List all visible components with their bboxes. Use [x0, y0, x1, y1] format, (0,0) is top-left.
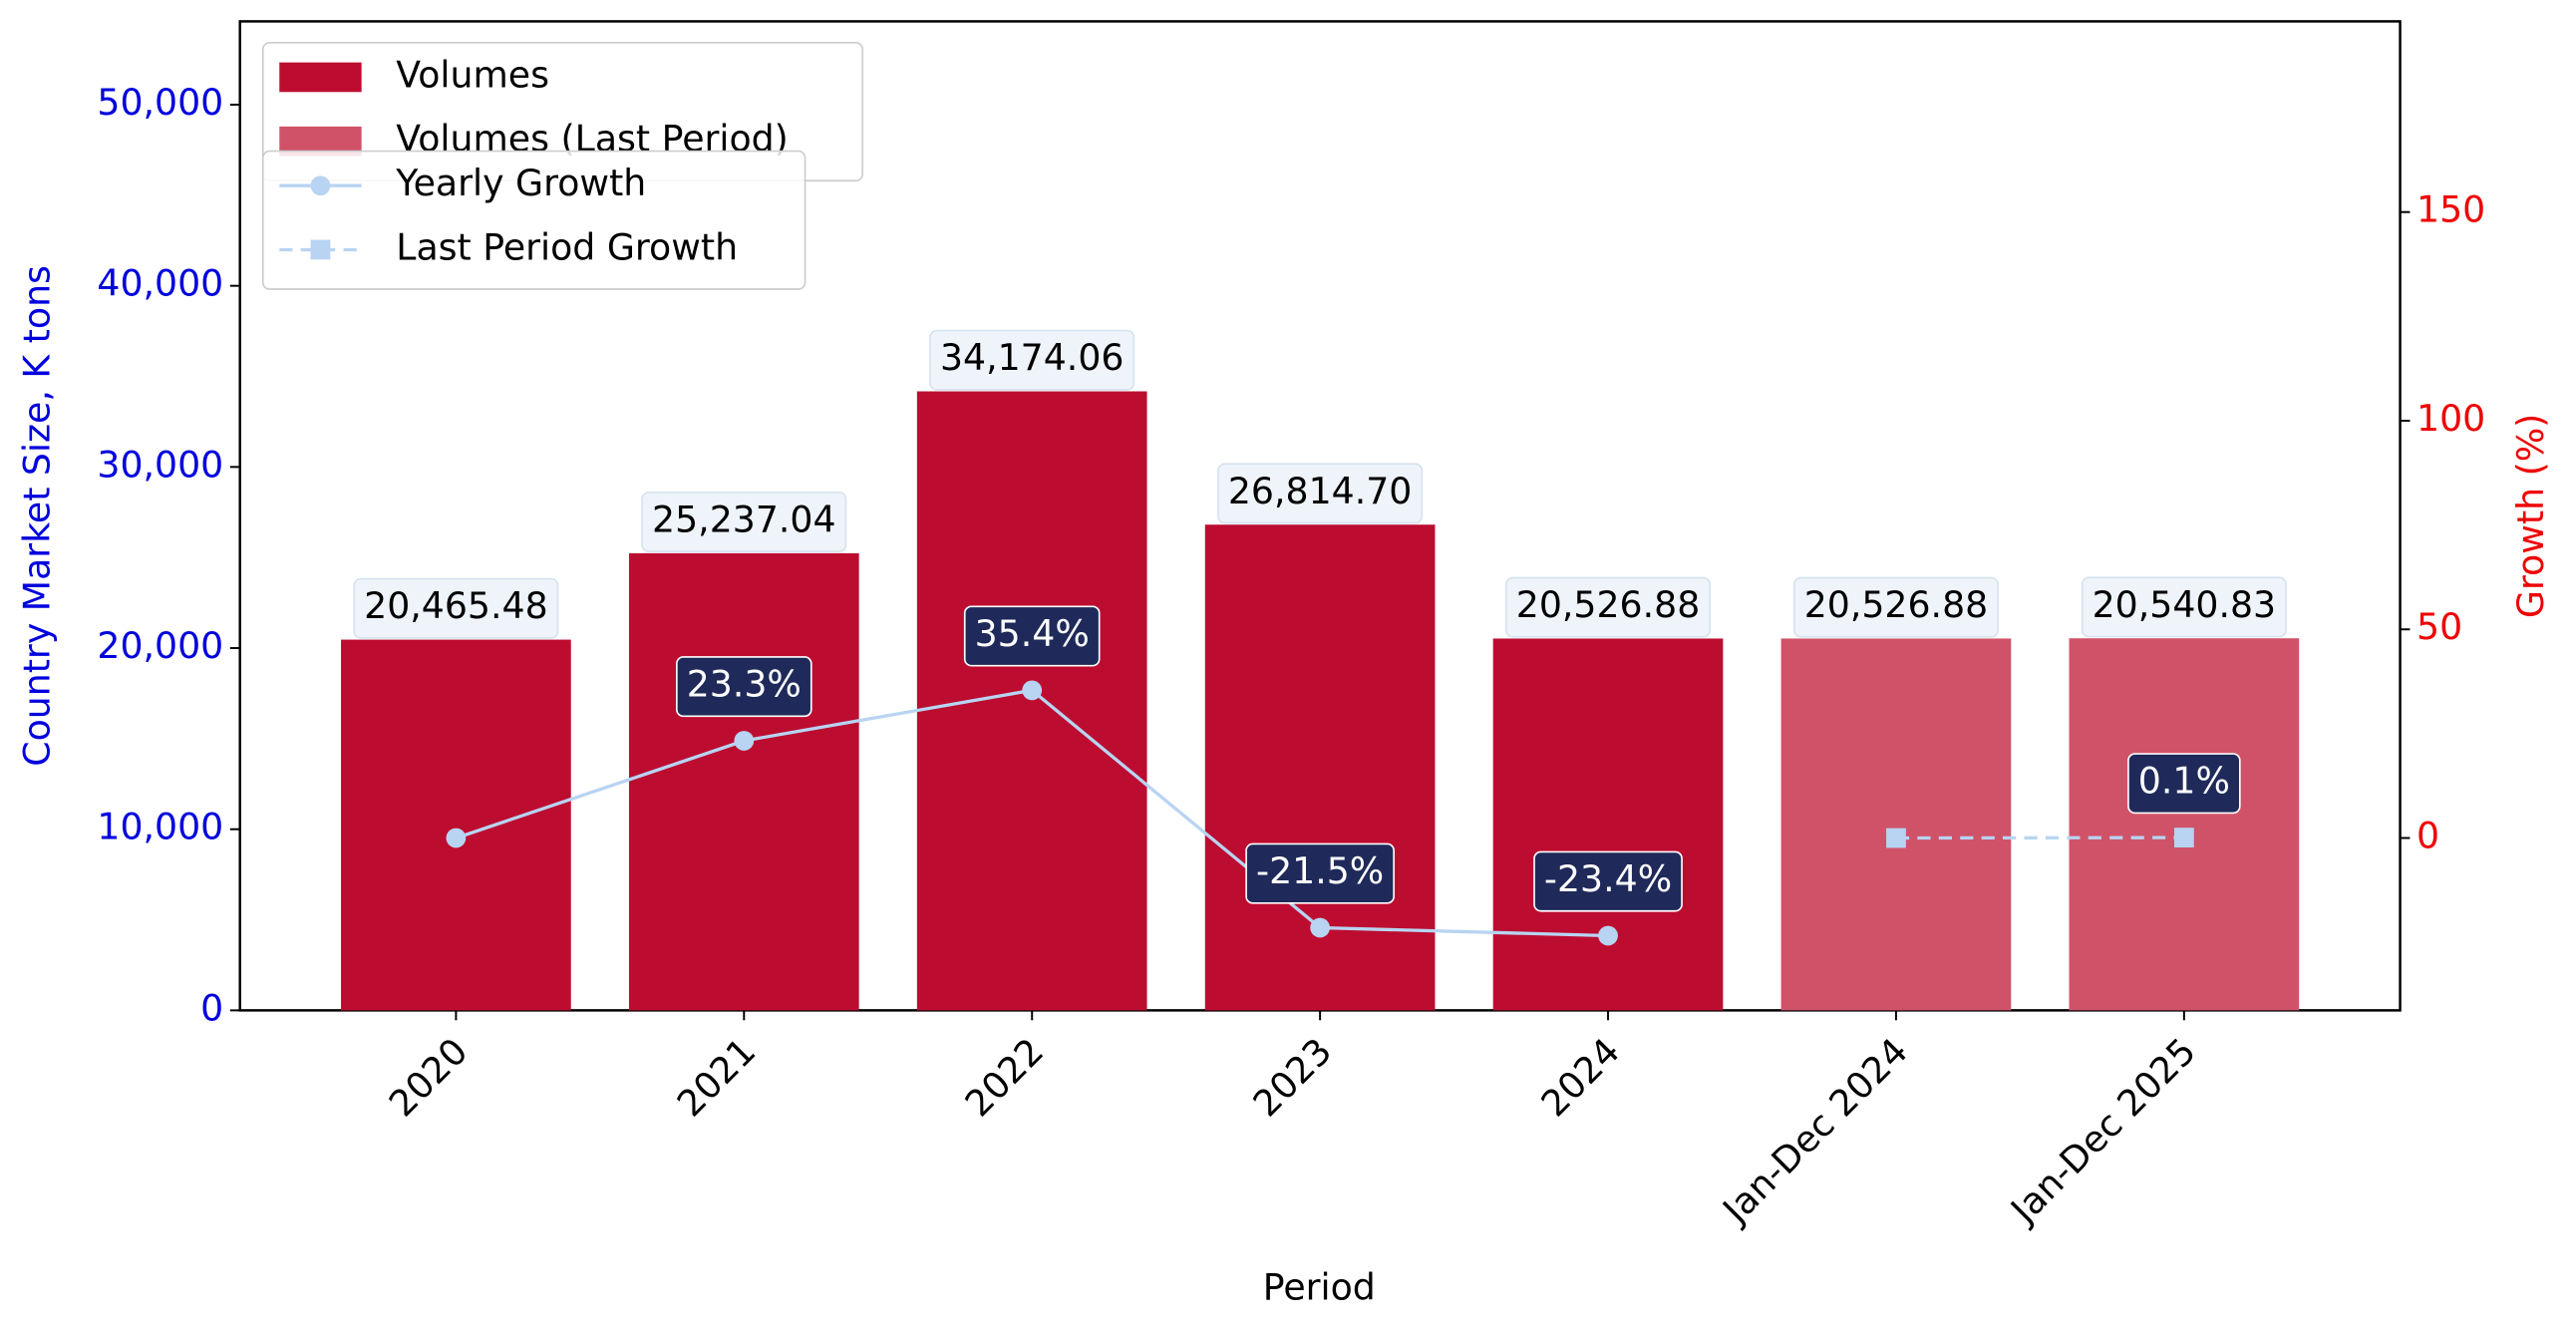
y2-tick-label: 100	[2416, 397, 2485, 440]
data-label-text: 20,526.88	[1804, 583, 1989, 626]
data-label-text: 23.3%	[687, 663, 802, 706]
y2-tick-label: 50	[2416, 605, 2462, 648]
data-label-text: 34,174.06	[940, 336, 1125, 379]
data-label-box	[2127, 753, 2241, 815]
bar	[628, 552, 859, 1011]
data-label-box	[1217, 463, 1424, 524]
data-label-text: 20,465.48	[364, 584, 548, 627]
data-label-box	[2081, 576, 2287, 638]
data-label: 26,814.70	[1217, 463, 1424, 524]
bar	[341, 639, 571, 1011]
data-label: 23.3%	[676, 656, 812, 718]
x-tick-label: 2021	[669, 1030, 765, 1126]
data-label: 25,237.04	[641, 492, 847, 553]
x-tick-label: 2020	[381, 1030, 477, 1126]
data-label: 20,540.83	[2081, 576, 2287, 638]
growth-marker	[2173, 828, 2194, 847]
legend-box	[261, 150, 806, 290]
legend-label: Yearly Growth	[395, 162, 646, 204]
growth-marker	[734, 731, 755, 751]
data-label: 0.1%	[2127, 753, 2241, 815]
data-label-box	[963, 605, 1101, 667]
data-label: 20,526.88	[1792, 576, 1999, 638]
y-tick-label: 50,000	[97, 81, 223, 124]
y2-tick-label: 150	[2416, 188, 2485, 231]
x-tick-label: 2022	[957, 1030, 1053, 1126]
x-tick-label: Jan-Dec 2025	[2001, 1030, 2204, 1233]
data-label-box	[1245, 842, 1395, 904]
data-label-text: 0.1%	[2138, 760, 2230, 803]
x-tick-label: 2023	[1245, 1030, 1341, 1126]
data-label-text: 35.4%	[975, 612, 1090, 655]
data-label-box	[1505, 576, 1712, 638]
data-label-box	[1533, 850, 1683, 912]
data-label: -23.4%	[1533, 850, 1683, 912]
growth-marker	[1598, 925, 1618, 946]
data-label: 20,465.48	[353, 577, 559, 639]
y2-tick-label: 0	[2416, 815, 2439, 857]
data-label: -21.5%	[1245, 842, 1395, 904]
data-label: 35.4%	[963, 605, 1101, 667]
data-label-box	[929, 329, 1135, 391]
y-tick-label: 30,000	[97, 443, 223, 486]
bar	[2069, 638, 2300, 1011]
legend-label: Volumes	[396, 53, 549, 96]
data-label-box	[676, 656, 812, 718]
growth-marker	[1310, 917, 1331, 938]
y-axis-label: Country Market Size, K tons	[16, 265, 59, 767]
data-label-text: 26,814.70	[1228, 470, 1413, 512]
growth-marker	[446, 828, 467, 848]
bar	[1492, 638, 1724, 1011]
data-label-text: -23.4%	[1544, 857, 1672, 900]
y-tick-label: 0	[200, 986, 223, 1029]
y-tick-label: 20,000	[97, 624, 223, 667]
data-label-box	[353, 577, 559, 639]
legend-label: Last Period Growth	[396, 225, 738, 268]
growth-marker	[1886, 828, 1906, 848]
growth-marker	[1022, 680, 1043, 701]
legend-marker	[310, 175, 331, 196]
x-tick-label: 2024	[1532, 1030, 1628, 1126]
legend-swatch	[279, 62, 362, 93]
y-tick-label: 10,000	[97, 806, 223, 848]
data-label: 20,526.88	[1505, 576, 1712, 638]
data-label-text: 20,540.83	[2093, 583, 2277, 626]
data-label-text: 25,237.04	[652, 499, 835, 541]
x-axis-label: Period	[1263, 1266, 1376, 1309]
data-label-box	[641, 492, 847, 553]
y-tick-label: 40,000	[97, 262, 223, 305]
data-label-text: -21.5%	[1256, 849, 1384, 892]
y2-axis-label: Growth (%)	[2509, 414, 2552, 618]
bar	[916, 391, 1147, 1011]
x-tick-label: Jan-Dec 2024	[1713, 1030, 1916, 1233]
bar	[1780, 638, 2012, 1011]
data-label-text: 20,526.88	[1516, 583, 1700, 626]
data-label-box	[1792, 576, 1999, 638]
legend-marker	[310, 239, 331, 260]
data-label: 34,174.06	[929, 329, 1135, 391]
